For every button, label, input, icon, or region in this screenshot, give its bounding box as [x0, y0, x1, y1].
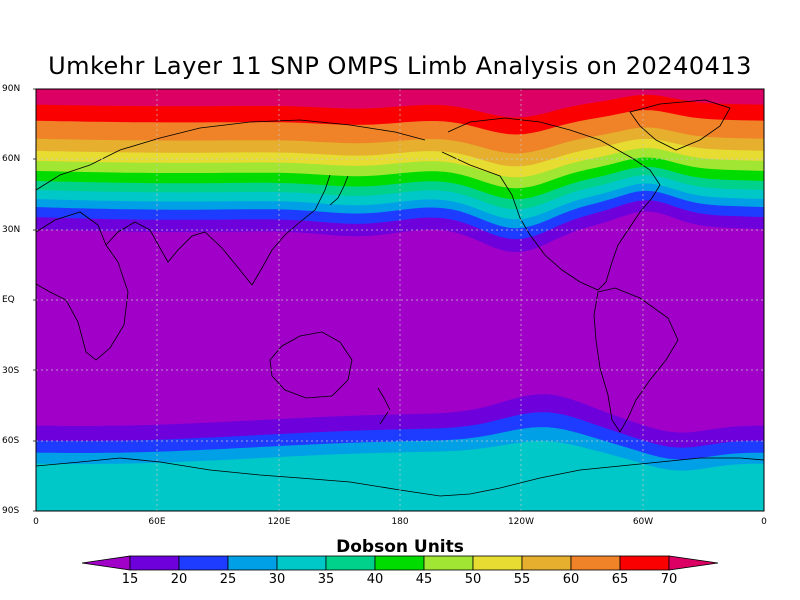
map-title: Umkehr Layer 11 SNP OMPS Limb Analysis o…	[48, 52, 752, 80]
colorbar-label-15: 15	[121, 572, 139, 587]
colorbar-segment	[619, 555, 670, 571]
colorbar-label-50: 50	[464, 572, 482, 587]
coastline-segment	[377, 387, 391, 425]
coastline-segment	[105, 221, 253, 286]
lat-label-60n: 60N	[2, 154, 21, 164]
lat-label-eq: EQ	[2, 295, 15, 305]
coastline-segment	[629, 99, 731, 151]
colorbar-title: Dobson Units	[336, 537, 464, 557]
coastline-segment	[593, 287, 679, 433]
colorbar-triangle-left	[81, 555, 131, 571]
colorbar-segment	[374, 555, 425, 571]
band-north-75	[36, 89, 764, 118]
colorbar-segment	[276, 555, 327, 571]
lon-label-60e: 60E	[148, 517, 166, 527]
colorbar-segment	[423, 555, 474, 571]
lat-label-30n: 30N	[2, 225, 21, 235]
map-frame	[35, 88, 765, 512]
colorbar-label-30: 30	[268, 572, 286, 587]
colorbar-segment	[570, 555, 621, 571]
lon-label-60w: 60W	[632, 517, 654, 527]
coastline-segment	[329, 175, 349, 206]
coastline-segment	[35, 457, 765, 497]
colorbar-segment	[472, 555, 523, 571]
colorbar-segment	[325, 555, 376, 571]
coastline-segment	[35, 119, 426, 191]
coastline-segment	[441, 117, 661, 291]
coastline-segment	[269, 331, 353, 399]
colorbar-segment	[521, 555, 572, 571]
band-south-35	[36, 441, 764, 511]
lat-label-90n: 90N	[2, 84, 21, 94]
colorbar-label-45: 45	[415, 572, 433, 587]
map-grid	[33, 88, 764, 512]
lat-label-60s: 60S	[2, 436, 20, 446]
colorbar-label-70: 70	[660, 572, 678, 587]
lat-label-30s: 30S	[2, 366, 20, 376]
colorbar-label-60: 60	[562, 572, 580, 587]
coastlines	[35, 99, 765, 497]
lon-label-120w: 120W	[507, 517, 535, 527]
colorbar-segment	[178, 555, 229, 571]
lon-label-120e: 120E	[267, 517, 291, 527]
lon-label-0-right: 0	[761, 517, 767, 527]
lat-label-90s: 90S	[2, 506, 20, 516]
colorbar	[81, 555, 719, 571]
coastline-segment	[35, 211, 129, 361]
colorbar-label-20: 20	[170, 572, 188, 587]
colorbar-triangle-right	[668, 555, 719, 571]
colorbar-label-40: 40	[366, 572, 384, 587]
lon-label-180: 180	[391, 517, 409, 527]
lon-label-0: 0	[33, 517, 39, 527]
colorbar-segment	[227, 555, 278, 571]
colorbar-label-25: 25	[219, 572, 237, 587]
colorbar-label-35: 35	[317, 572, 335, 587]
coastline-segment	[251, 174, 331, 286]
colorbar-segment	[129, 555, 180, 571]
colorbar-label-65: 65	[611, 572, 629, 587]
colorbar-label-55: 55	[513, 572, 531, 587]
